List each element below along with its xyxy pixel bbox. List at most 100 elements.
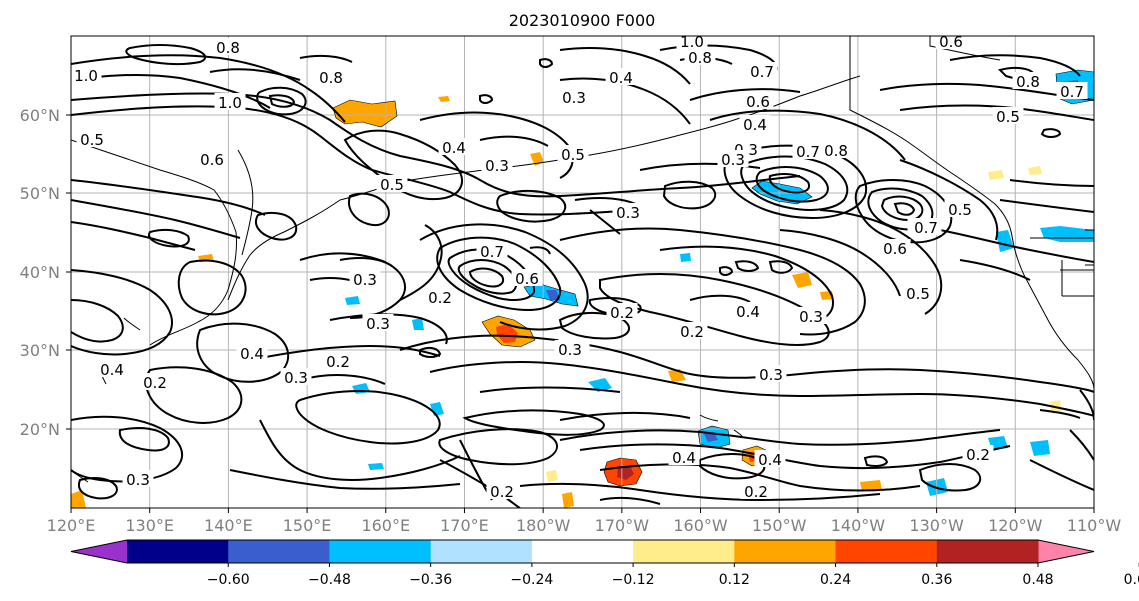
contour-label: 0.3 bbox=[126, 471, 150, 489]
map-title: 2023010900 F000 bbox=[509, 11, 656, 30]
contour-label-bg bbox=[71, 66, 102, 83]
contour-label: 0.5 bbox=[948, 201, 972, 219]
lon-label: 120°W bbox=[988, 516, 1043, 535]
colorbar-tick-label: 0.60 bbox=[1124, 572, 1139, 588]
colorbar-swatch bbox=[734, 540, 837, 563]
contour-label: 0.2 bbox=[680, 323, 704, 341]
contour-label: 0.3 bbox=[616, 204, 640, 222]
colorbar-tick-label: −0.36 bbox=[409, 572, 452, 588]
contour-label: 0.5 bbox=[906, 285, 930, 303]
colorbar-swatch bbox=[936, 540, 1039, 563]
colorbar-tick-label: −0.60 bbox=[207, 572, 250, 588]
contour-label-bg bbox=[481, 156, 513, 173]
contour-label-bg bbox=[476, 242, 508, 259]
contour-label-bg bbox=[820, 141, 852, 158]
colorbar-tick-label: −0.12 bbox=[612, 572, 655, 588]
contour-label: 0.5 bbox=[380, 176, 404, 194]
colorbar-tick-label: 0.24 bbox=[820, 572, 851, 588]
lat-label: 50°N bbox=[20, 184, 60, 203]
contour-label: 0.5 bbox=[996, 108, 1020, 126]
contour-label-bg bbox=[684, 48, 716, 65]
contour-label-bg bbox=[196, 150, 228, 167]
colorbar-swatch bbox=[430, 540, 533, 563]
contour-label-bg bbox=[557, 145, 589, 162]
contour-label-bg bbox=[438, 138, 470, 155]
contour-label-bg bbox=[944, 200, 976, 217]
contour-label-bg bbox=[424, 288, 456, 305]
lon-label: 120°E bbox=[47, 516, 96, 535]
lon-label: 150°W bbox=[752, 516, 807, 535]
contour-label: 0.7 bbox=[750, 63, 774, 81]
contour-label-bg bbox=[879, 239, 911, 256]
contour-label: 0.3 bbox=[799, 308, 823, 326]
lat-label: 40°N bbox=[20, 263, 60, 282]
contour-label: 0.7 bbox=[914, 219, 938, 237]
longitude-labels: 120°E 130°E 140°E 150°E 160°E 170°E 180°W 170°W… bbox=[47, 508, 1122, 535]
colorbar-tick-label: 0.12 bbox=[719, 572, 750, 588]
contour-label-bg bbox=[739, 115, 771, 132]
contour-label: 0.2 bbox=[966, 446, 990, 464]
contour-label-bg bbox=[742, 92, 774, 109]
contour-label: 0.3 bbox=[353, 271, 377, 289]
colorbar-tick-label: −0.48 bbox=[308, 572, 351, 588]
lon-label: 160°W bbox=[673, 516, 728, 535]
colorbar-swatch bbox=[531, 540, 634, 563]
lon-label: 140°W bbox=[831, 516, 886, 535]
contour-label-bg bbox=[935, 36, 967, 49]
contour-label: 1.0 bbox=[680, 33, 704, 51]
contour-label-bg bbox=[511, 269, 543, 286]
colorbar-swatch bbox=[228, 540, 330, 563]
contour-label: 0.2 bbox=[744, 483, 768, 501]
contour-label-bg bbox=[486, 482, 518, 499]
contour-label-bg bbox=[315, 68, 347, 85]
contour-label: 0.3 bbox=[721, 151, 745, 169]
contour-label: 0.6 bbox=[883, 240, 907, 258]
lon-label: 160°E bbox=[361, 516, 410, 535]
contour-label: 0.8 bbox=[824, 142, 848, 160]
colorbar: −0.60 −0.48 −0.36 −0.24 −0.12 0.12 0.24 0.36 0.4… bbox=[70, 539, 1139, 588]
contour-label-bg bbox=[214, 93, 246, 110]
contour-label-bg bbox=[746, 62, 778, 79]
colorbar-tick-label: 0.36 bbox=[921, 572, 952, 588]
lon-label: 130°E bbox=[125, 516, 174, 535]
contour-label: 0.7 bbox=[1060, 83, 1084, 101]
contour-label-bg bbox=[1056, 82, 1088, 99]
lon-label: 180°W bbox=[516, 516, 571, 535]
colorbar-swatch bbox=[835, 540, 938, 563]
contour-label: 0.4 bbox=[609, 69, 633, 87]
contour-label: 0.4 bbox=[240, 345, 264, 363]
graticule bbox=[71, 36, 1094, 508]
contour-label: 0.2 bbox=[326, 353, 350, 371]
contour-label-bg bbox=[322, 352, 354, 369]
contour-label: 0.6 bbox=[746, 93, 770, 111]
contour-label-bg bbox=[96, 360, 128, 377]
contour-label: 0.4 bbox=[672, 449, 696, 467]
lon-label: 110°W bbox=[1067, 516, 1122, 535]
contour-label-bg bbox=[212, 38, 244, 55]
contour-label-bg bbox=[732, 302, 764, 319]
colorbar-swatch bbox=[127, 540, 229, 563]
contour-label-bg bbox=[902, 284, 934, 301]
contour-label: 0.4 bbox=[758, 451, 782, 469]
contour-label-bg bbox=[554, 340, 586, 357]
contour-label: 0.4 bbox=[100, 361, 124, 379]
contour-label: 0.3 bbox=[558, 341, 582, 359]
contour-label: 0.4 bbox=[736, 303, 760, 321]
contour-label-bg bbox=[676, 36, 708, 49]
contour-label: 0.6 bbox=[939, 33, 963, 51]
contour-label-bg bbox=[236, 344, 268, 361]
contour-label-bg bbox=[606, 303, 638, 320]
contour-label: 0.6 bbox=[515, 270, 539, 288]
contour-label: 0.2 bbox=[143, 374, 167, 392]
contour-label-bg bbox=[795, 307, 827, 324]
contour-label: 0.5 bbox=[561, 146, 585, 164]
contour-label: 0.7 bbox=[796, 143, 820, 161]
contour-label-bg bbox=[668, 448, 700, 465]
contour-label: 0.7 bbox=[480, 243, 504, 261]
contour-label: 0.4 bbox=[743, 116, 767, 134]
contour-label-bg bbox=[280, 368, 312, 385]
contour-label: 1.0 bbox=[74, 67, 98, 85]
latitude-labels: 60°N 50°N 40°N 30°N 20°N bbox=[20, 106, 71, 439]
lon-label: 170°W bbox=[595, 516, 650, 535]
contour-label: 0.8 bbox=[216, 39, 240, 57]
